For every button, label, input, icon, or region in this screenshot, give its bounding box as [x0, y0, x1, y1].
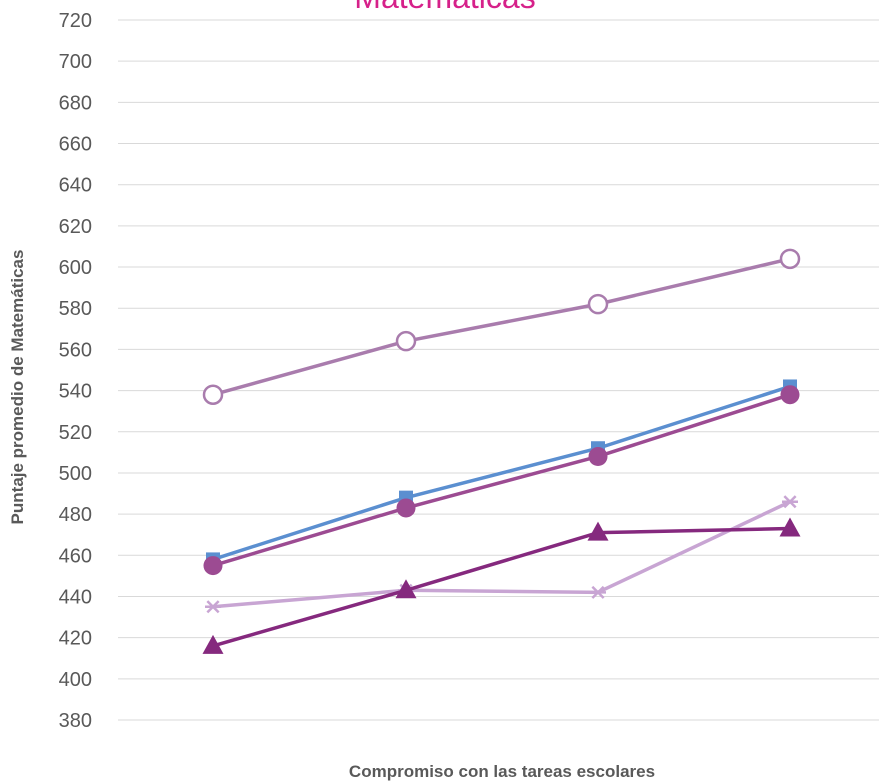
series-4-point-3: [590, 585, 606, 599]
series-5-point-3: [587, 521, 609, 541]
y-tick-400: 400: [59, 669, 92, 691]
series-4-point-1: [205, 600, 221, 614]
chart-title: Matemáticas: [354, 0, 535, 15]
gridlines: [118, 19, 879, 721]
y-axis-title: Puntaje promedio de Matemáticas: [8, 250, 27, 525]
series-1: [202, 248, 801, 405]
series-4-point-4: [782, 495, 798, 509]
y-tick-600: 600: [59, 257, 92, 279]
y-tick-560: 560: [59, 339, 92, 361]
series-3-point-1: [203, 556, 223, 576]
series-1-point-3: [587, 293, 609, 315]
y-tick-420: 420: [59, 628, 92, 650]
series-1-point-4: [779, 248, 801, 270]
series-4: [205, 495, 798, 614]
y-tick-480: 480: [59, 504, 92, 526]
y-tick-640: 640: [59, 175, 92, 197]
y-tick-580: 580: [59, 298, 92, 320]
y-tick-620: 620: [59, 216, 92, 238]
y-tick-labels: 380 400 420 440 460 480 500 520 540 560 580 600 620 6…: [59, 10, 92, 732]
y-tick-460: 460: [59, 545, 92, 567]
series-5-point-2: [395, 579, 417, 599]
series-3-point-4: [780, 385, 800, 405]
y-tick-540: 540: [59, 381, 92, 403]
series-5-line: [212, 526, 791, 648]
series-3-point-3: [588, 446, 608, 466]
y-tick-380: 380: [59, 710, 92, 732]
series-5-point-4: [779, 517, 801, 537]
series-5-point-1: [202, 634, 224, 654]
y-tick-500: 500: [59, 463, 92, 485]
series-3-line: [212, 393, 791, 568]
y-tick-680: 680: [59, 92, 92, 114]
x-axis-title: Compromiso con las tareas escolares: [349, 762, 655, 781]
y-tick-520: 520: [59, 422, 92, 444]
y-tick-720: 720: [59, 10, 92, 32]
y-tick-660: 660: [59, 134, 92, 156]
series-2-line: [212, 384, 791, 562]
y-tick-440: 440: [59, 586, 92, 608]
series-1-line: [212, 257, 791, 397]
series-3: [203, 385, 800, 576]
series-layer: [202, 248, 801, 654]
series-1-point-2: [395, 330, 417, 352]
y-tick-700: 700: [59, 51, 92, 73]
series-3-point-2: [396, 498, 416, 518]
series-4-line: [212, 500, 791, 609]
series-1-point-1: [202, 384, 224, 405]
series-5: [202, 517, 801, 654]
